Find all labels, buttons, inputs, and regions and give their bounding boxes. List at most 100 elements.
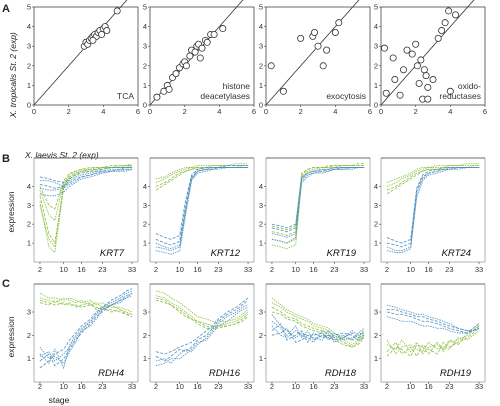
y-tick-label: 1 [143,239,147,248]
series-line-laevis [39,295,133,362]
x-tick-label: 2 [154,265,158,274]
scatter-point [113,7,121,15]
series-line-tropicalis [155,165,249,191]
series-line-laevis [155,299,249,362]
y-tick-label: 1 [259,239,263,248]
x-tick-label: 33 [244,265,252,274]
x-tick-label: 23 [445,382,453,391]
x-tick-label: 2 [385,382,389,391]
y-tick-label: 3 [374,42,378,51]
x-tick-label: 33 [360,265,368,274]
panel-annotation: TCA [117,91,134,101]
row-a-ylabel: X. tropicalis St. 2 (exp) [8,32,18,119]
scatter-point [415,79,423,87]
y-tick-label: 2 [27,220,31,229]
y-tick-label: 4 [374,22,378,31]
scatter-point [314,42,322,50]
x-tick-label: 2 [270,265,274,274]
scatter-point [297,34,305,42]
scatter-point [319,62,327,70]
x-tick-label: 10 [60,382,68,391]
gene-label: KRT12 [211,248,241,259]
series-line-tropicalis [155,290,249,322]
y-tick-label: 5 [143,3,147,12]
row-a-xlabel: X. laevis St. 2 (exp) [24,150,99,160]
y-tick-label: 1 [259,354,263,363]
series-line-laevis [271,322,365,344]
series-line-laevis [155,306,249,367]
x-tick-label: 23 [330,265,338,274]
scatter-point [413,62,421,70]
x-tick-label: 23 [330,382,338,391]
y-tick-label: 4 [27,22,31,31]
y-tick-label: 2 [259,61,263,70]
plot-frame [149,283,255,383]
plot-frame [265,157,371,263]
y-tick-label: 0 [143,101,147,110]
x-tick-label: 2 [38,382,42,391]
series-line-laevis [39,168,133,189]
series-line-tropicalis [386,165,480,191]
scatter-point [182,62,190,70]
scatter-point [441,19,449,27]
scatter-point [382,89,390,97]
scatter-point [219,25,227,33]
series-line-laevis [155,165,249,240]
panel-label-b: B [2,153,10,165]
gene-label: RDH16 [209,368,241,379]
scatter-point [417,56,425,64]
y-tick-label: 5 [27,3,31,12]
scatter-point [452,11,460,19]
series-line-laevis [271,325,365,343]
x-tick-label: 0 [264,107,268,116]
row-a-scatter: X. laevis St. 2 (exp) X. tropicalis St. … [8,0,487,160]
series-line-tropicalis [39,165,133,249]
x-tick-label: 33 [244,382,252,391]
gene-label: RDH4 [98,368,124,379]
scatter-point [400,66,408,74]
series-line-tropicalis [39,292,133,313]
x-tick-label: 2 [67,107,71,116]
x-tick-label: 16 [77,382,85,391]
y-tick-label: 2 [27,331,31,340]
series-line-laevis [155,167,249,255]
scatter-point [153,93,161,101]
plot-frame [33,157,139,263]
scatter-point [103,27,111,35]
row-b-ylabel: expression [6,191,16,232]
series-line-tropicalis [271,311,365,348]
identity-line [265,0,360,106]
series-line-laevis [386,309,480,332]
x-tick-label: 2 [154,382,158,391]
row-c-ylabel: expression [6,316,16,357]
x-tick-label: 0 [32,107,36,116]
scatter-point [434,34,442,42]
x-tick-label: 6 [483,107,487,116]
y-tick-label: 5 [374,3,378,12]
series-line-tropicalis [386,163,480,184]
y-tick-label: 2 [259,331,263,340]
series-line-tropicalis [39,163,133,210]
x-tick-label: 23 [445,265,453,274]
gene-label: RDH18 [325,368,357,379]
x-tick-label: 6 [136,107,140,116]
x-tick-label: 33 [475,265,483,274]
series-line-laevis [155,304,249,364]
panel-annotation: deacetylases [200,91,250,101]
x-tick-label: 10 [176,265,184,274]
scatter-point [403,46,411,54]
x-tick-label: 2 [183,107,187,116]
scatter-panel-3: 0 2 4 6 0 1 2 3 4 5 exocytosis [259,0,372,116]
x-tick-label: 2 [270,382,274,391]
series-line-tropicalis [155,165,249,184]
scatter-point [323,46,331,54]
x-tick-label: 23 [214,265,222,274]
x-tick-label: 10 [407,265,415,274]
series-line-laevis [39,168,133,191]
scatter-point [165,85,173,93]
scatter-point [396,91,404,99]
